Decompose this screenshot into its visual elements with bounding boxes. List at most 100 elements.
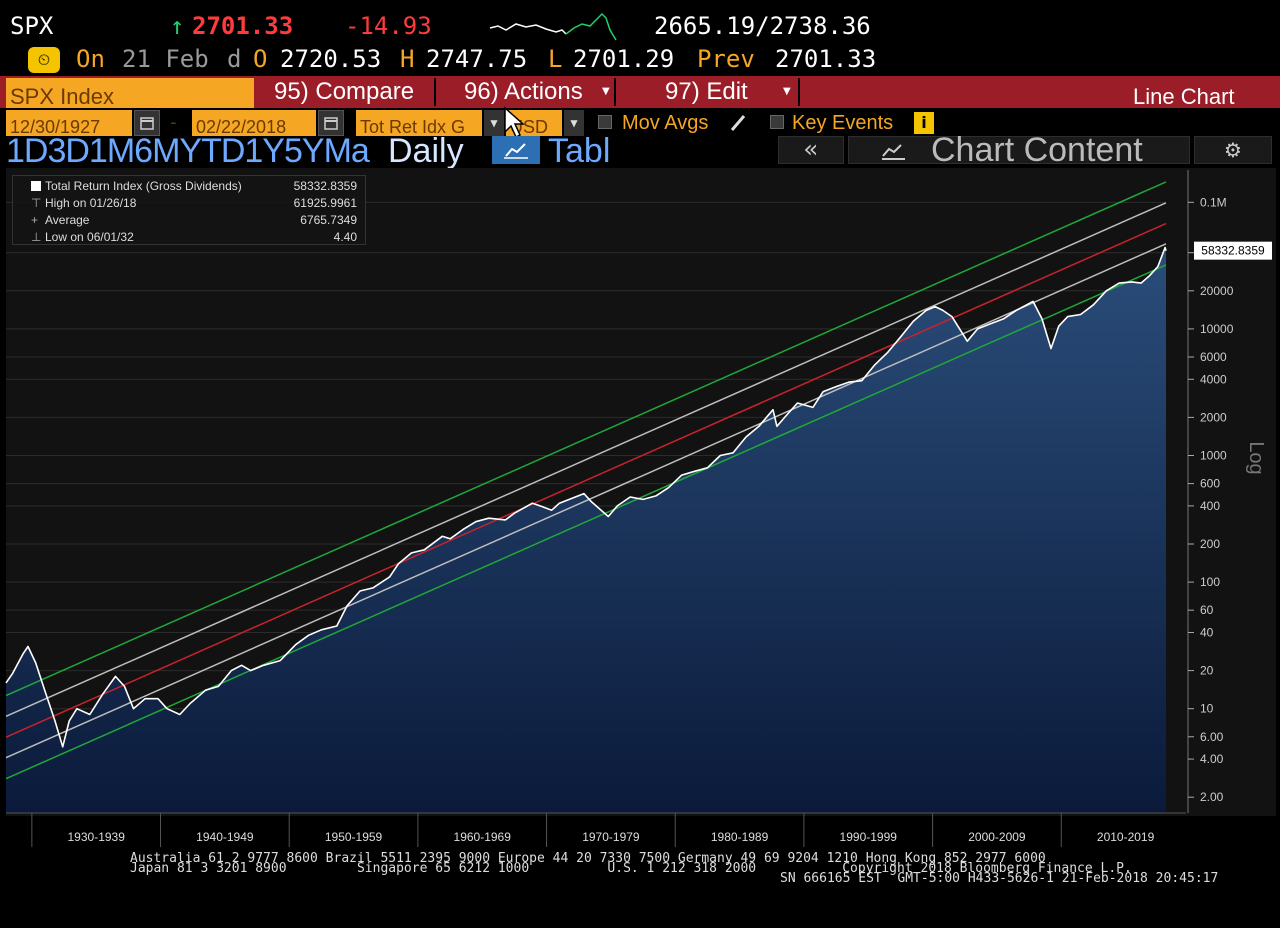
x-tick-label: 2010-2019 (1097, 830, 1155, 844)
average-marker-icon: + (31, 213, 39, 227)
start-date-input[interactable]: 12/30/1927 (6, 110, 132, 136)
line-chart-icon[interactable] (492, 136, 540, 164)
menu-divider (434, 78, 436, 106)
price-chart[interactable]: 0.1M400002000010000600040002000100060040… (0, 168, 1280, 848)
edit-menu[interactable]: 97) Edit (665, 78, 748, 105)
y-tick-label: 0.1M (1200, 195, 1227, 209)
regression-trend-line (5, 222, 1167, 738)
footer-contacts-line1: Australia 61 2 9777 8600 Brazil 5511 239… (130, 851, 1046, 866)
y-tick-label: 6000 (1200, 350, 1227, 364)
daily-tab[interactable]: Daily (388, 132, 464, 170)
end-date-input[interactable]: 02/22/2018 (192, 110, 316, 136)
y-tick-label: 2000 (1200, 410, 1227, 424)
d-label: d (227, 45, 242, 73)
quote-date: 21 Feb (122, 45, 209, 73)
y-tick-label: 20000 (1200, 284, 1234, 298)
last-value-label: 58332.8359 (1201, 244, 1265, 258)
low-price: 2701.29 (573, 45, 675, 73)
legend-high-label: High on 01/26/18 (45, 196, 137, 210)
lower-1-trend-line (5, 243, 1167, 759)
gear-icon[interactable]: ⚙ (1194, 136, 1272, 164)
last-value-box (1194, 241, 1272, 260)
open-label: O (253, 45, 268, 73)
log-scale-label: Log (1245, 441, 1267, 474)
y-tick-label: 2.00 (1200, 790, 1224, 804)
up-arrow-icon: ↑ (170, 12, 185, 40)
legend-series-label: Total Return Index (Gross Dividends) (45, 179, 242, 193)
y-tick-label: 10 (1200, 702, 1214, 716)
y-tick-label: 20 (1200, 664, 1214, 678)
table-tab[interactable]: Tabl (548, 132, 611, 170)
x-tick-label: 1960-1969 (454, 830, 512, 844)
open-price: 2720.53 (280, 45, 382, 73)
legend-row-average: + Average 6765.7349 (13, 212, 363, 229)
last-price: 2701.33 (192, 12, 294, 40)
mov-avgs-checkbox[interactable] (598, 115, 612, 129)
legend-high-value: 61925.9961 (293, 196, 357, 210)
actions-menu[interactable]: 96) Actions (464, 78, 583, 105)
y-tick-label: 10000 (1200, 322, 1234, 336)
price-line (5, 246, 1167, 748)
legend-low-value: 4.40 (333, 230, 357, 244)
y-tick-label: 100 (1200, 575, 1220, 589)
compare-menu[interactable]: 95) Compare (274, 78, 415, 105)
y-tick-label: 6.00 (1200, 730, 1224, 744)
start-calendar-icon[interactable] (134, 110, 160, 136)
upper-2-trend-line (5, 181, 1167, 697)
high-marker-icon: ⊤ (31, 196, 42, 210)
day-range: 2665.19/2738.36 (654, 12, 871, 40)
series-color-swatch[interactable] (31, 181, 41, 191)
chart-content-button[interactable]: Chart Content (848, 131, 1190, 169)
field-dropdown-icon[interactable]: ▼ (484, 110, 504, 136)
legend-average-value: 6765.7349 (300, 213, 357, 227)
lower-2-trend-line (5, 264, 1167, 780)
y-tick-label: 4.00 (1200, 752, 1224, 766)
legend-row-series: Total Return Index (Gross Dividends) 583… (13, 178, 363, 195)
low-label: L (548, 45, 563, 73)
legend-average-label: Average (45, 213, 90, 227)
y-tick-label: 40 (1200, 625, 1214, 639)
x-tick-label: 1970-1979 (582, 830, 640, 844)
chart-content-label: Chart Content (931, 131, 1143, 169)
alert-icon[interactable]: ⏲ (28, 47, 60, 73)
legend-low-label: Low on 06/01/32 (45, 230, 134, 244)
y-tick-label: 200 (1200, 537, 1220, 551)
legend-series-value: 58332.8359 (293, 179, 357, 193)
date-separator: - (168, 112, 179, 133)
net-change: -14.93 (345, 12, 432, 40)
collapse-icon[interactable]: « (778, 136, 844, 164)
menu-divider (614, 78, 616, 106)
legend-row-low: ⊥ Low on 06/01/32 4.40 (13, 229, 363, 246)
y-tick-label: 600 (1200, 477, 1220, 491)
y-tick-label: 1000 (1200, 449, 1227, 463)
period-tabs[interactable]: 1D3D1M6MYTD1Y5YMa (6, 132, 370, 170)
x-tick-label: 1940-1949 (196, 830, 254, 844)
edit-dropdown-icon[interactable]: ▼ (783, 86, 791, 97)
menu-divider (798, 78, 800, 106)
key-events-checkbox[interactable] (770, 115, 784, 129)
y-tick-label: 60 (1200, 603, 1214, 617)
x-tick-label: 1930-1939 (68, 830, 126, 844)
prev-price: 2701.33 (775, 45, 877, 73)
field-select[interactable]: Tot Ret Idx G (356, 110, 482, 136)
info-icon[interactable]: i (914, 112, 934, 134)
security-field[interactable]: SPX Index (6, 78, 254, 108)
pencil-icon[interactable] (728, 112, 748, 134)
chart-content-icon (882, 144, 905, 160)
end-calendar-icon[interactable] (318, 110, 344, 136)
low-marker-icon: ⊥ (31, 230, 42, 244)
x-tick-label: 1980-1989 (711, 830, 769, 844)
currency-dropdown-icon[interactable]: ▼ (564, 110, 584, 136)
x-tick-label: 1950-1959 (325, 830, 383, 844)
y-tick-label: 400 (1200, 499, 1220, 513)
mov-avgs-label: Mov Avgs (622, 112, 709, 134)
actions-dropdown-icon[interactable]: ▼ (602, 86, 610, 97)
upper-1-trend-line (5, 202, 1167, 718)
x-tick-label: 2000-2009 (968, 830, 1026, 844)
x-tick-label: 1990-1999 (840, 830, 898, 844)
on-label: On (76, 45, 105, 73)
key-events-label: Key Events (792, 112, 894, 134)
chart-type-label: Line Chart (1133, 84, 1235, 109)
ticker-symbol: SPX (10, 12, 54, 40)
mouse-cursor-icon (504, 106, 525, 139)
